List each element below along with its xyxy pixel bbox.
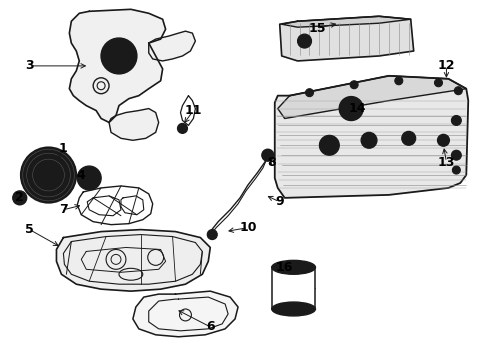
Text: 3: 3	[25, 59, 34, 72]
Polygon shape	[277, 76, 466, 118]
Ellipse shape	[450, 116, 460, 125]
Text: 5: 5	[25, 223, 34, 236]
Polygon shape	[133, 291, 238, 337]
Text: 11: 11	[184, 104, 202, 117]
Text: 4: 4	[77, 168, 85, 181]
Ellipse shape	[101, 38, 137, 74]
Ellipse shape	[453, 87, 461, 95]
Ellipse shape	[13, 191, 27, 205]
Ellipse shape	[177, 123, 187, 133]
Ellipse shape	[45, 172, 51, 178]
Polygon shape	[279, 16, 413, 61]
Text: 6: 6	[205, 320, 214, 333]
Ellipse shape	[339, 96, 362, 121]
Polygon shape	[109, 109, 158, 140]
Polygon shape	[56, 230, 210, 291]
Text: 10: 10	[239, 221, 256, 234]
Ellipse shape	[262, 149, 273, 161]
Text: 13: 13	[437, 156, 454, 168]
Ellipse shape	[394, 77, 402, 85]
Polygon shape	[148, 31, 195, 61]
Ellipse shape	[271, 260, 315, 274]
Text: 16: 16	[275, 261, 293, 274]
Bar	[271, 267, 315, 309]
Text: 2: 2	[15, 192, 24, 204]
Ellipse shape	[297, 34, 311, 48]
Ellipse shape	[305, 89, 313, 96]
Text: 7: 7	[59, 203, 68, 216]
Ellipse shape	[271, 302, 315, 316]
Ellipse shape	[437, 134, 448, 146]
Text: 8: 8	[267, 156, 276, 168]
Text: 9: 9	[275, 195, 284, 208]
Text: 12: 12	[437, 59, 454, 72]
Ellipse shape	[451, 166, 459, 174]
Ellipse shape	[319, 135, 339, 155]
Polygon shape	[69, 9, 165, 122]
Ellipse shape	[207, 230, 217, 239]
Text: 15: 15	[308, 22, 325, 35]
Ellipse shape	[434, 79, 442, 87]
Ellipse shape	[349, 81, 357, 89]
Polygon shape	[281, 16, 410, 27]
Ellipse shape	[401, 131, 415, 145]
Polygon shape	[274, 76, 468, 198]
Text: 1: 1	[59, 142, 68, 155]
Text: 14: 14	[347, 102, 365, 115]
Ellipse shape	[450, 150, 460, 160]
Ellipse shape	[77, 166, 101, 190]
Ellipse shape	[20, 147, 76, 203]
Ellipse shape	[360, 132, 376, 148]
